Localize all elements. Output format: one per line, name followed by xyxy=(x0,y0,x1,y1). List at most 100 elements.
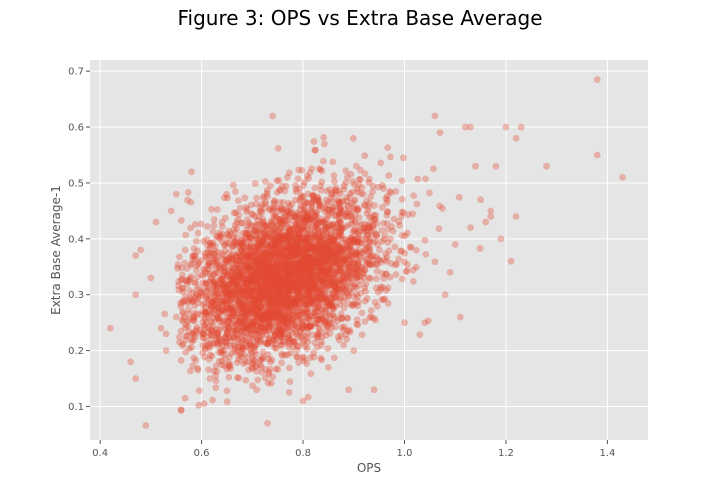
data-point xyxy=(287,232,294,240)
data-point xyxy=(227,365,234,372)
data-point xyxy=(179,340,187,348)
data-point xyxy=(355,181,363,189)
data-point xyxy=(210,306,218,313)
data-point xyxy=(278,352,286,359)
data-point xyxy=(286,303,294,311)
data-point xyxy=(333,251,340,259)
data-point xyxy=(257,295,265,303)
data-point xyxy=(308,265,316,273)
data-point xyxy=(512,213,520,220)
data-point xyxy=(204,337,211,345)
y-axis-label: Extra Base Average-1 xyxy=(49,185,63,315)
data-point xyxy=(191,221,199,228)
data-point xyxy=(367,252,375,260)
data-point xyxy=(321,308,329,315)
data-point xyxy=(264,340,272,348)
data-point xyxy=(315,324,323,332)
data-point xyxy=(269,206,277,214)
data-point xyxy=(289,343,297,351)
data-point xyxy=(315,258,323,265)
data-point xyxy=(203,236,211,244)
data-point xyxy=(222,288,229,296)
data-point xyxy=(299,353,307,361)
data-point xyxy=(209,396,216,404)
data-point xyxy=(261,279,269,287)
data-point xyxy=(199,318,207,326)
data-point xyxy=(295,272,303,280)
data-point xyxy=(310,251,318,258)
data-point xyxy=(333,252,340,259)
data-point xyxy=(258,268,265,276)
data-point xyxy=(256,305,263,313)
data-point xyxy=(177,406,185,414)
data-point xyxy=(167,207,175,215)
data-point xyxy=(325,277,333,285)
data-point xyxy=(341,294,348,302)
data-point xyxy=(275,285,283,293)
data-point xyxy=(288,200,296,208)
data-point xyxy=(250,247,258,255)
data-point xyxy=(365,260,373,267)
data-point xyxy=(350,293,358,301)
data-point xyxy=(221,194,228,202)
data-point xyxy=(324,324,332,331)
data-point xyxy=(205,246,212,254)
data-point xyxy=(218,349,225,357)
data-point xyxy=(399,209,407,216)
data-point xyxy=(377,159,385,167)
data-point xyxy=(203,287,211,295)
data-point xyxy=(305,312,313,320)
data-point xyxy=(206,262,214,270)
data-point xyxy=(249,325,257,333)
data-point xyxy=(282,296,290,304)
data-point xyxy=(132,375,140,382)
data-point xyxy=(193,237,200,245)
data-point xyxy=(324,322,332,330)
data-point xyxy=(295,263,303,271)
data-point xyxy=(253,386,261,394)
data-point xyxy=(262,280,270,288)
data-point xyxy=(280,301,288,308)
data-point xyxy=(280,318,288,326)
data-point xyxy=(212,286,220,294)
data-point xyxy=(276,186,284,193)
data-point xyxy=(267,302,275,310)
data-point xyxy=(319,227,327,235)
data-point xyxy=(208,352,216,360)
data-point xyxy=(284,351,292,358)
data-point xyxy=(284,245,291,253)
data-point xyxy=(275,232,283,240)
data-point xyxy=(288,267,296,275)
data-point xyxy=(412,246,420,254)
data-point xyxy=(291,230,299,238)
data-point xyxy=(202,309,210,317)
data-point xyxy=(289,238,296,246)
data-point xyxy=(272,312,280,320)
data-point xyxy=(281,279,288,287)
data-point xyxy=(386,188,394,195)
data-point xyxy=(228,270,236,278)
data-point xyxy=(426,189,433,197)
data-point xyxy=(288,277,296,285)
data-point xyxy=(256,287,264,294)
data-point xyxy=(328,209,335,216)
data-point xyxy=(321,269,329,277)
data-point xyxy=(210,216,218,223)
data-point xyxy=(201,308,209,316)
data-point xyxy=(277,266,285,274)
data-point xyxy=(320,243,328,251)
data-point xyxy=(241,194,249,202)
data-point xyxy=(327,194,335,202)
data-point xyxy=(401,249,408,257)
data-point xyxy=(335,212,343,220)
data-point xyxy=(314,263,322,271)
data-point xyxy=(336,224,344,232)
data-point xyxy=(398,232,406,239)
data-point xyxy=(228,320,236,328)
data-point xyxy=(380,236,388,243)
data-point xyxy=(272,229,280,237)
data-point xyxy=(324,269,332,277)
data-point xyxy=(265,302,273,310)
data-point xyxy=(315,234,323,242)
data-point xyxy=(313,221,321,228)
